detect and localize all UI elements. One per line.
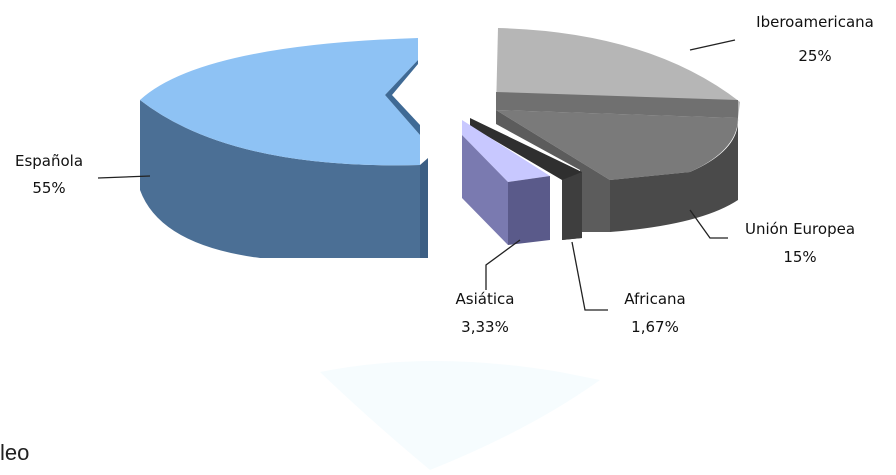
leader-iberoamericana: [689, 39, 736, 51]
label-union-europea-name: Unión Europea: [745, 220, 855, 238]
slice-africana: [470, 118, 582, 240]
leader-union-europea: [689, 209, 728, 239]
leader-espanola: [97, 175, 151, 179]
label-africana-value: 1,67%: [631, 318, 679, 336]
slice-iberoamericana: [496, 28, 740, 118]
label-espanola-name: Española: [15, 152, 83, 170]
label-espanola-value: 55%: [32, 179, 65, 197]
label-union-europea-value: 15%: [783, 248, 816, 266]
leader-africana: [571, 241, 608, 311]
slice-asiatica: [462, 120, 550, 245]
label-asiatica-name: Asiática: [456, 290, 515, 308]
watermark-shape: [320, 361, 600, 470]
label-asiatica-value: 3,33%: [461, 318, 509, 336]
footer-text: leo: [0, 440, 30, 465]
slice-espanola: [140, 38, 428, 258]
label-iberoamericana-name: Iberoamericana: [756, 13, 874, 31]
label-africana-name: Africana: [624, 290, 685, 308]
leader-asiatica: [485, 239, 521, 290]
label-iberoamericana-value: 25%: [798, 47, 831, 65]
